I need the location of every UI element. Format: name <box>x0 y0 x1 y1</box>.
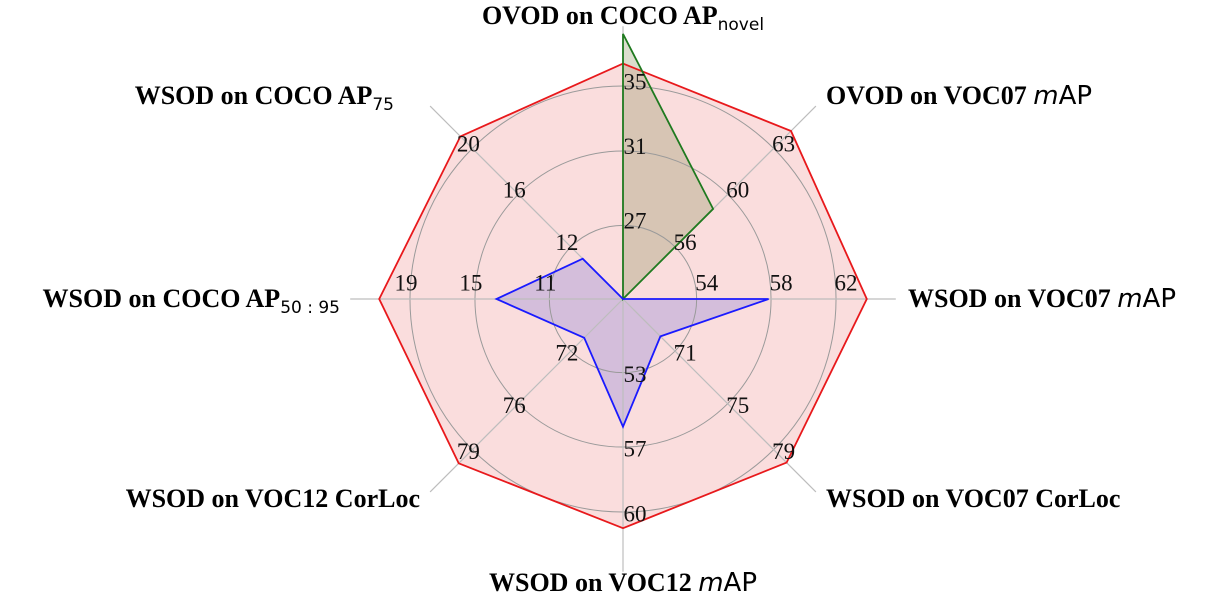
tick-label: 76 <box>503 393 526 418</box>
tick-label: 63 <box>772 132 795 157</box>
tick-label: 56 <box>674 230 697 255</box>
tick-label: 12 <box>555 230 578 255</box>
tick-label: 60 <box>726 178 749 203</box>
series-line <box>494 257 769 429</box>
axis-title: WSOD on VOC12 mAP <box>489 568 757 598</box>
tick-label: 20 <box>457 132 480 157</box>
tick-label: 60 <box>624 501 647 526</box>
tick-labels: 27 31 35 56 60 63 54 58 62 71 75 79 53 57 60 72 76 79 11 15… <box>395 69 858 526</box>
series-fill <box>496 258 769 427</box>
series-line <box>378 62 868 530</box>
tick-label: 57 <box>624 436 647 461</box>
series-fill <box>623 33 714 300</box>
tick-label: 58 <box>770 270 793 295</box>
tick-label: 27 <box>624 209 647 234</box>
axis-title: OVOD on VOC07 mAP <box>826 81 1092 111</box>
axis-title: WSOD on COCO AP50 : 95 <box>43 284 340 318</box>
tick-label: 62 <box>835 270 858 295</box>
axis-title: WSOD on COCO AP75 <box>135 81 394 115</box>
tick-label: 79 <box>457 439 480 464</box>
tick-label: 71 <box>674 340 697 365</box>
tick-label: 72 <box>555 340 578 365</box>
tick-label: 11 <box>534 270 556 295</box>
tick-label: 16 <box>503 178 526 203</box>
tick-label: 35 <box>624 69 647 94</box>
tick-label: 75 <box>726 393 749 418</box>
axis-title: WSOD on VOC07 mAP <box>908 284 1176 314</box>
tick-label: 53 <box>624 362 647 387</box>
series-line <box>622 33 715 302</box>
axis-title: OVOD on COCO APnovel <box>482 1 764 35</box>
axis-spoke <box>622 298 817 493</box>
axis-titles: OVOD on COCO APnovel OVOD on VOC07 mAP WSO… <box>43 1 1176 598</box>
axis-spoke <box>429 298 624 493</box>
axis-title: WSOD on VOC07 CorLoc <box>826 484 1120 513</box>
tick-label: 79 <box>772 439 795 464</box>
tick-label: 54 <box>695 270 719 295</box>
axis-title: WSOD on VOC12 CorLoc <box>126 484 420 513</box>
tick-label: 31 <box>624 134 647 159</box>
series-lines <box>378 33 868 530</box>
tick-label: 15 <box>459 270 482 295</box>
tick-label: 19 <box>395 270 418 295</box>
